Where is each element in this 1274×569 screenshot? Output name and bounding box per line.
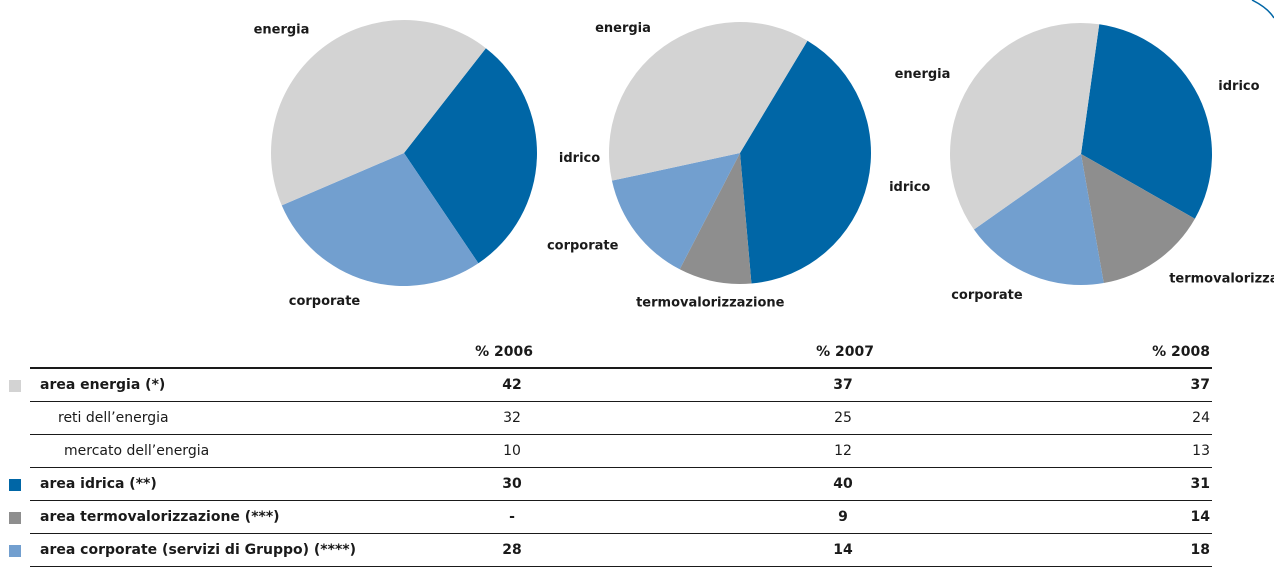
slice-label: corporate [289,294,361,309]
cell: 28 [502,542,521,558]
pie-slice [1081,24,1212,219]
column-header: % 2007 [816,344,874,360]
cell: 9 [838,509,848,525]
row-label: reti dell’energia [58,410,169,426]
cell: 31 [1191,476,1210,492]
row-rule [30,434,1212,435]
cell: 25 [834,410,852,426]
pie-slice [281,153,479,286]
pie-slice [404,48,537,264]
slice-label: corporate [547,238,619,253]
pie-slice [1081,154,1195,284]
column-header: % 2006 [475,344,533,360]
pie-slice [611,153,740,270]
slice-label: idrico [1218,79,1259,94]
slice-label: idrico [559,151,600,166]
cell: 30 [502,476,522,492]
header-rule [30,367,1212,369]
column-header: % 2008 [1152,344,1210,360]
cell: 32 [503,410,521,426]
slice-label: corporate [951,288,1023,303]
cell: 18 [1191,542,1210,558]
cell: 37 [833,377,852,393]
cell: 13 [1192,443,1210,459]
row-rule [30,500,1212,501]
pie-slice [679,153,752,284]
cell: 40 [833,476,853,492]
row-rule [30,401,1212,402]
cell: 42 [502,377,521,393]
cell: - [509,509,515,525]
pie-slice [950,23,1100,230]
cell: 24 [1192,410,1210,426]
pie-slice [271,19,486,206]
pie-slice [973,154,1104,285]
legend-swatch [9,479,21,491]
cell: 14 [833,542,853,558]
corner-decoration [1251,0,1274,19]
cell: 12 [834,443,852,459]
slice-label: termovalorizzazione [1169,272,1274,287]
row-rule [30,533,1212,534]
row-label: area termovalorizzazione (***) [40,509,280,525]
cell: 37 [1191,377,1210,393]
row-rule [30,467,1212,468]
slice-label: termovalorizzazione [636,296,785,311]
slice-label: idrico [889,180,930,195]
slice-label: energia [595,21,651,36]
legend-swatch [9,545,21,557]
pie-slice [608,21,808,181]
pie-slice [740,40,871,284]
cell: 14 [1191,509,1211,525]
legend-swatch [9,512,21,524]
row-label: area energia (*) [40,377,165,393]
row-rule [30,566,1212,567]
slice-label: energia [895,67,951,82]
row-label: mercato dell’energia [64,443,209,459]
slice-label: energia [254,23,310,38]
legend-swatch [9,380,21,392]
row-label: area idrica (**) [40,476,157,492]
cell: 10 [503,443,521,459]
row-label: area corporate (servizi di Gruppo) (****… [40,542,356,558]
